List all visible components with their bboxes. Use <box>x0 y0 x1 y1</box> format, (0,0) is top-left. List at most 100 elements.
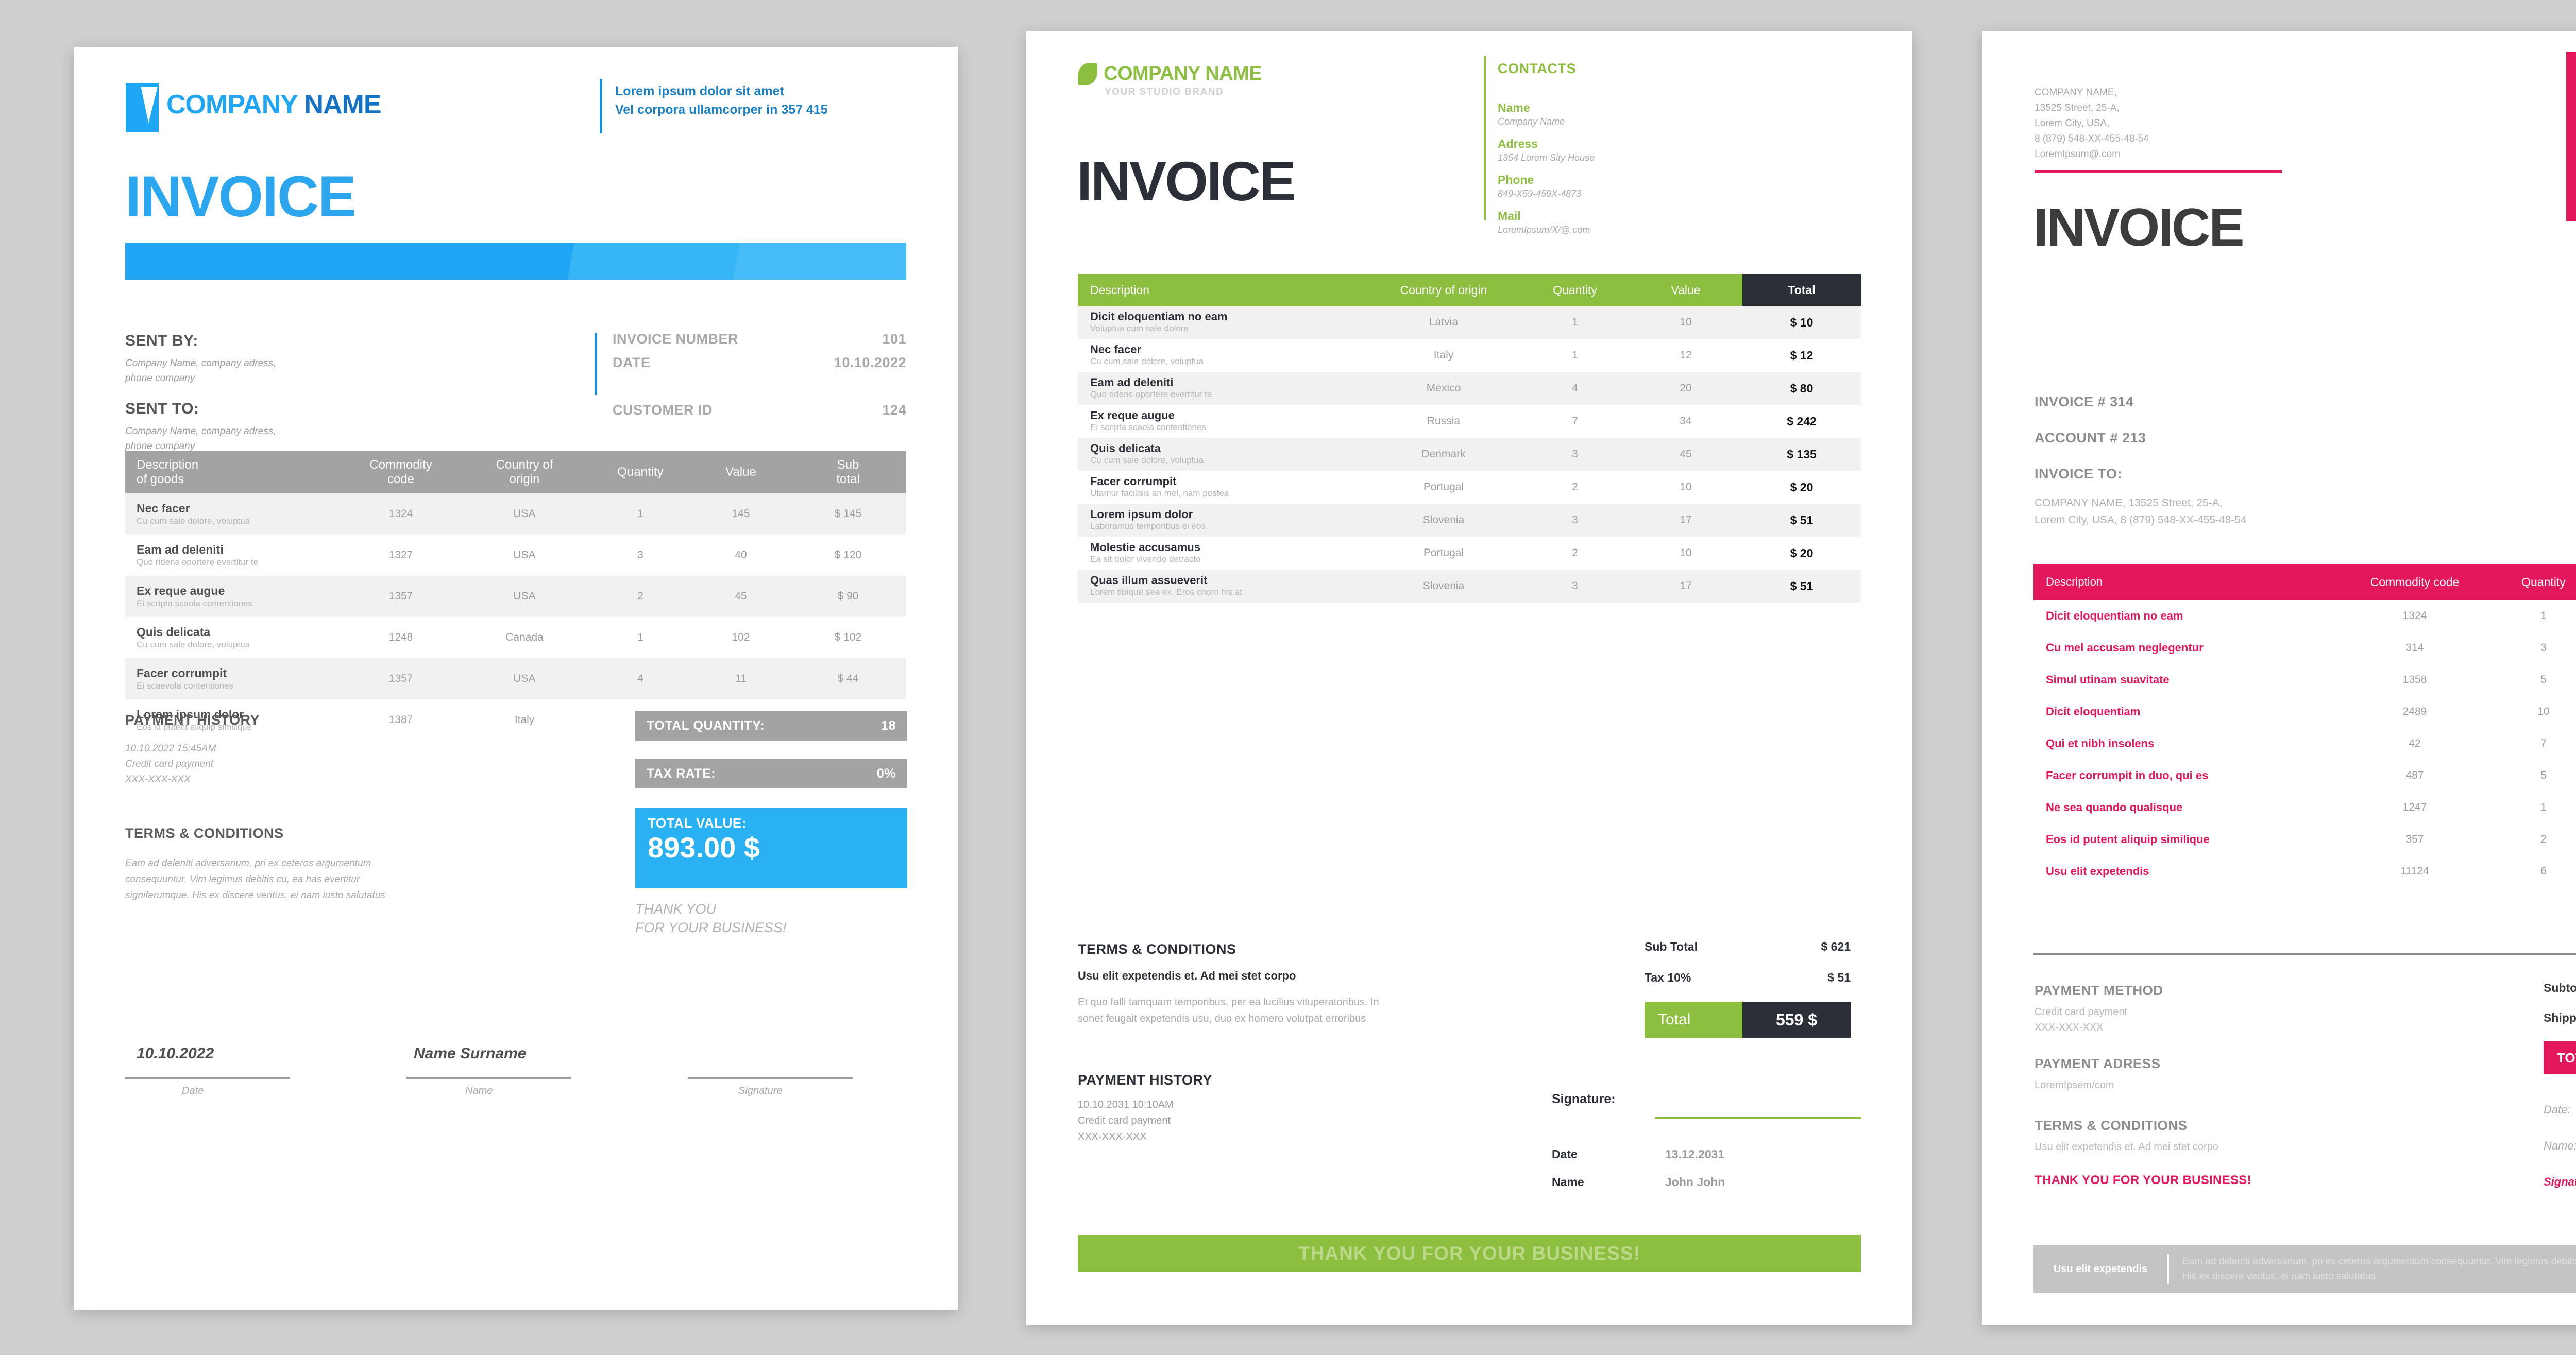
shipping-row: Shipping: $ 110 <box>2544 1011 2576 1025</box>
name-label: Name: <box>2544 1139 2576 1152</box>
table-row: Dicit eloquentiam no eam Voluptua cum sal… <box>1078 306 1861 339</box>
thank-you-note: THANK YOU FOR YOUR BUSINESS! <box>2035 1173 2251 1187</box>
header-tagline: Lorem ipsum dolor sit amet Vel corpora u… <box>615 82 828 119</box>
sub-total-value: $ 621 <box>1821 940 1851 953</box>
table-row: Dicit eloquentiam24891065$ 650 <box>2046 705 2550 718</box>
tax-rate-chip: TAX RATE: 0% <box>635 759 907 788</box>
section-divider <box>2033 953 2576 955</box>
payment-method-body: Credit card payment XXX-XXX-XXX <box>2035 1004 2127 1035</box>
tagline-divider <box>600 79 602 133</box>
table-row: Nec facer Cu cum sale dolore, voluptua 13… <box>125 493 906 535</box>
footer-divider <box>2167 1254 2169 1284</box>
table-row: Qui et nibh insolens42778$ 546 <box>2046 737 2547 750</box>
col-quantity: Quantity <box>617 465 664 479</box>
date-value: 13.12.2031 <box>1665 1147 1725 1161</box>
col-country: Country of origin <box>1400 283 1487 297</box>
col-country: Country of origin <box>496 458 553 486</box>
total-value-label: TOTAL VALUE: <box>648 815 747 831</box>
tax-rate-label: TAX RATE: <box>647 766 716 781</box>
company-line-1: COMPANY NAME, <box>2035 87 2117 98</box>
leaf-logo-icon <box>1078 63 1097 85</box>
page-title: INVOICE <box>125 164 357 229</box>
name-value: John John <box>1665 1175 1725 1189</box>
accent-bar <box>125 243 906 280</box>
company-line-3: Lorem City, USA, <box>2035 118 2110 129</box>
invoice-page-green: COMPANY NAME YOUR STUDIO BRAND INVOICE C… <box>1026 31 1912 1325</box>
contact-name: Name Company Name <box>1498 101 1565 127</box>
total-label: Total <box>1645 1002 1742 1038</box>
table-row: Eos id putent aliquip similique357211$ 2… <box>2046 833 2547 846</box>
company-logo-icon <box>126 83 159 132</box>
header-rule <box>2035 170 2282 173</box>
thank-you-note: THANK YOU FOR YOUR BUSINESS! <box>635 900 787 937</box>
contact-phone: Phone 849-X59-459X-4873 <box>1498 173 1582 199</box>
sent-by-label: SENT BY: <box>125 332 198 349</box>
total-quantity-chip: TOTAL QUANTITY: 18 <box>635 711 907 741</box>
contact-address: Adress 1354 Lorem Sity House <box>1498 137 1595 163</box>
signature-date-value: 10.10.2022 <box>137 1045 214 1062</box>
company-address-block: COMPANY NAME, 13525 Street, 25-A, Lorem … <box>2035 85 2149 162</box>
table-header-row: Description Commodity code Quantity Valu… <box>2033 564 2576 600</box>
terms-lead: Usu elit expetendis et. Ad mei stet corp… <box>1078 969 1296 982</box>
account-number: ACCOUNT # 213 <box>2035 430 2146 445</box>
signature-sign-line <box>688 1077 853 1079</box>
payment-history-line-1: 10.10.2022 15:45AM <box>125 743 216 754</box>
col-commodity-code: Commodity code <box>369 458 432 486</box>
col-quantity: Quantity <box>1553 283 1597 297</box>
payment-history-label: PAYMENT HISTORY <box>125 712 260 728</box>
sub-total-label: Sub Total <box>1645 940 1698 953</box>
total-bar: TOTAL: $ 2709 <box>2544 1041 2576 1074</box>
company-name-logo: COMPANY NAME <box>1104 63 1262 84</box>
invoice-date-label: DATE <box>613 355 651 370</box>
table-row: Cu mel accusam neglegentur314315$ 45 <box>2046 641 2547 654</box>
payment-history-line-3: XXX-XXX-XXX <box>125 774 191 785</box>
company-line-2: 13525 Street, 25-A, <box>2035 102 2120 113</box>
brand-logo-block: BRAND COMPANY NAME <box>2566 52 2576 221</box>
table-row: Molestie accusamus Ea sit dolor vivendo d… <box>1090 541 1814 564</box>
terms-body: Et quo falli tamquam temporibus, per ea … <box>1078 997 1379 1024</box>
table-row: Eam ad deleniti Quo ridens oportere evert… <box>1078 372 1861 405</box>
total-value-amount: 893.00 $ <box>648 831 760 864</box>
signature-date-caption: Date <box>182 1085 204 1096</box>
thank-you-line-2: FOR YOUR BUSINESS! <box>635 920 787 935</box>
col-value: Value <box>1671 283 1701 297</box>
tagline-line-1: Lorem ipsum dolor sit amet <box>615 84 784 98</box>
table-row: Lorem ipsum dolor Laboramus temporibus ei… <box>1078 504 1861 537</box>
contact-mail: Mail LoremIpsum/X/@.com <box>1498 209 1590 235</box>
col-quantity: Quantity <box>2521 575 2566 589</box>
invoice-date-value: 10.10.2022 <box>834 355 906 370</box>
invoice-to-line-1: COMPANY NAME, 13525 Street, 25-A, <box>2035 497 2223 509</box>
terms-label: TERMS & CONDITIONS <box>125 826 284 841</box>
tax-rate-value: 0% <box>876 766 896 781</box>
payment-method-line-2: XXX-XXX-XXX <box>2035 1022 2104 1033</box>
payment-history-body: 10.10.2031 10:10AM Credit card payment X… <box>1078 1097 1174 1145</box>
date-label: Date <box>1552 1147 1578 1161</box>
sent-to-line-2: phone company <box>125 441 195 452</box>
tax-value: $ 51 <box>1827 971 1851 984</box>
signature-sign-caption: Signature <box>738 1085 783 1096</box>
invoice-number: INVOICE # 314 <box>2035 394 2134 409</box>
shipping-label: Shipping: <box>2544 1011 2576 1024</box>
table-row: Quis delicata Cu cum sale dolore, voluptu… <box>1078 438 1861 471</box>
invoice-page-pink: COMPANY NAME, 13525 Street, 25-A, Lorem … <box>1982 31 2576 1325</box>
line-items-table: Description Commodity code Quantity Valu… <box>2033 564 2576 887</box>
table-row: Facer corrumpit Utamur facilisis an mel, … <box>1090 475 1814 499</box>
brand-subtitle: COMPANY NAME <box>2566 174 2576 187</box>
meta-divider <box>595 333 597 395</box>
payment-method-label: PAYMENT METHOD <box>2035 983 2163 998</box>
table-row: Usu elit expetendis11124679$ 474 <box>2046 865 2547 878</box>
signature-label: Signature: <box>2544 1175 2576 1188</box>
thank-you-line-1: THANK YOU <box>635 901 717 917</box>
table-header-row: Description Country of origin Quantity V… <box>1078 274 1861 306</box>
table-row: Quis delicata Cu cum sale dolore, voluptu… <box>137 625 862 649</box>
table-row: Nec facer Cu cum sale dolore, voluptua Ita… <box>1090 343 1814 367</box>
sent-by-line-2: phone company <box>125 373 195 384</box>
table-row: Ex reque augue Ei scripta scaola contenti… <box>1090 409 1817 433</box>
col-description: Description <box>2046 575 2103 588</box>
signature-date-line <box>125 1077 290 1079</box>
line-items-table: Description Country of origin Quantity V… <box>1078 274 1861 603</box>
terms-label: TERMS & CONDITIONS <box>2035 1118 2188 1133</box>
payment-address-value: LoremIpsem/com <box>2035 1079 2114 1091</box>
